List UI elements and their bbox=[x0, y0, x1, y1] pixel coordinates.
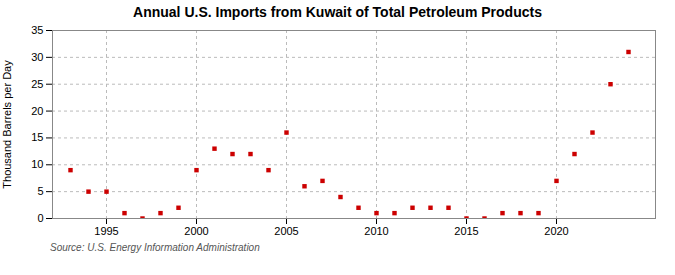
svg-text:10: 10 bbox=[31, 158, 43, 170]
html-text:Source: U.S. Energy Informatio: Source: U.S. Energy Information Administ… bbox=[50, 242, 260, 253]
svg-text:2020: 2020 bbox=[544, 225, 568, 237]
svg-text:25: 25 bbox=[31, 78, 43, 90]
svg-text:35: 35 bbox=[31, 24, 43, 36]
svg-text:15: 15 bbox=[31, 131, 43, 143]
svg-text:2010: 2010 bbox=[364, 225, 388, 237]
html-text:Annual U.S. Imports from Kuwai: Annual U.S. Imports from Kuwait of Total… bbox=[133, 4, 542, 20]
svg-text:2005: 2005 bbox=[274, 225, 298, 237]
svg-text:2000: 2000 bbox=[184, 225, 208, 237]
svg-text:0: 0 bbox=[37, 212, 43, 224]
svg-text:1995: 1995 bbox=[94, 225, 118, 237]
svg-text:30: 30 bbox=[31, 51, 43, 63]
svg-text:Thousand Barrels per Day: Thousand Barrels per Day bbox=[1, 60, 13, 189]
svg-text:2015: 2015 bbox=[454, 225, 478, 237]
svg-text:5: 5 bbox=[37, 185, 43, 197]
svg-text:20: 20 bbox=[31, 105, 43, 117]
